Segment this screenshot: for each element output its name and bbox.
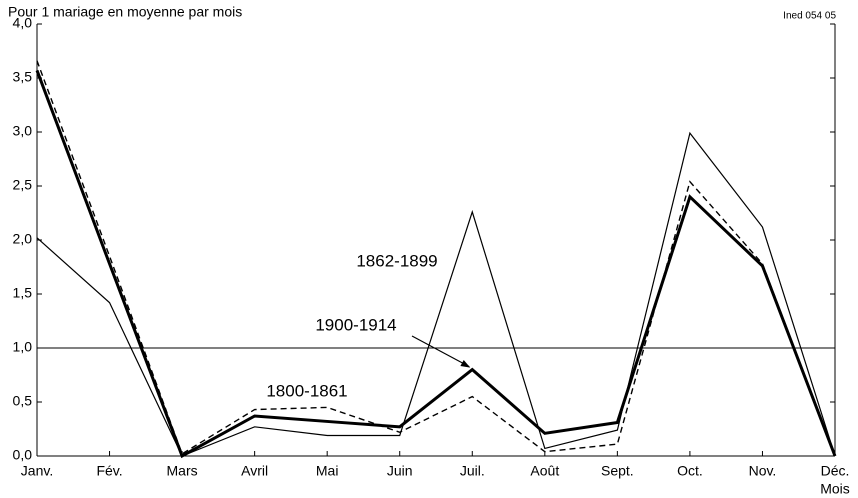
arrow-head (460, 360, 471, 368)
x-tick-label: Déc. (821, 463, 850, 479)
source-label: Ined 054 05 (783, 11, 836, 22)
x-tick-label: Août (530, 463, 559, 479)
x-tick-label: Mars (167, 463, 198, 479)
x-tick-label: Juil. (460, 463, 485, 479)
x-tick-label: Avril (241, 463, 268, 479)
x-tick-label: Janv. (21, 463, 53, 479)
chart-title: Pour 1 mariage en moyenne par mois (8, 4, 242, 20)
y-tick-label: 3,0 (13, 123, 33, 139)
y-tick-label: 4,0 (13, 15, 33, 31)
x-tick-label: Fév. (96, 463, 122, 479)
series-label: 1900-1914 (315, 315, 396, 334)
series-line (36, 60, 836, 457)
y-tick-label: 2,5 (13, 177, 33, 193)
x-tick-label: Mai (316, 463, 339, 479)
annotation-arrow (411, 335, 470, 368)
y-tick-label: 0,0 (13, 447, 33, 463)
y-tick-label: 3,5 (13, 69, 33, 85)
x-tick-label: Sept. (601, 463, 634, 479)
series-line (35, 69, 837, 459)
y-tick-label: 0,5 (13, 393, 33, 409)
x-tick-label: Juin (387, 463, 413, 479)
series-label: 1862-1899 (356, 251, 437, 270)
x-axis-label: Mois (820, 481, 850, 497)
y-tick-label: 1,5 (13, 285, 33, 301)
x-tick-label: Oct. (677, 463, 703, 479)
y-tick-label: 2,0 (13, 231, 33, 247)
series-line (36, 131, 836, 457)
x-tick-label: Nov. (749, 463, 777, 479)
series-label: 1800-1861 (266, 381, 347, 400)
y-tick-label: 1,0 (13, 339, 33, 355)
